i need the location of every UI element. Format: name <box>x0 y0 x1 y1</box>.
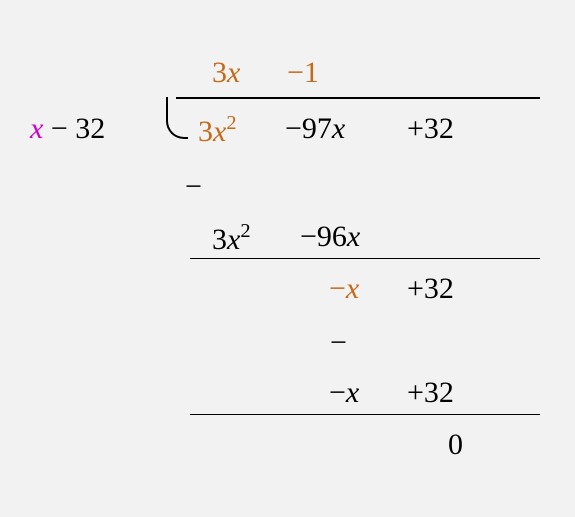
diff1-term-3: +32 <box>407 274 454 304</box>
step2-var-2: x <box>346 376 359 409</box>
divisor-rest: − 32 <box>43 112 105 145</box>
rule-2 <box>190 414 540 415</box>
remainder: 0 <box>448 430 463 460</box>
dividend-text-2: −97 <box>285 112 332 145</box>
step2-term-3: +32 <box>407 378 454 408</box>
step2-text-2: − <box>329 376 346 409</box>
diff1-var-2: x <box>346 272 359 305</box>
step1-term-2: −96x <box>300 222 360 252</box>
dividend-var-2: x <box>332 112 345 145</box>
divisor: x − 32 <box>30 114 105 144</box>
diff1-term-2: −x <box>329 274 359 304</box>
step1-var-1: x <box>227 223 240 256</box>
dividend-term-1: 3x2 <box>198 114 237 147</box>
step1-coef-1: 3 <box>212 223 227 256</box>
dividend-coef-1: 3 <box>198 115 213 148</box>
dividend-var-1: x <box>213 115 226 148</box>
step1-var-2: x <box>347 220 360 253</box>
minus-indicator-2: − <box>330 328 347 358</box>
step2-term-2: −x <box>329 378 359 408</box>
minus-indicator-1: − <box>185 172 202 202</box>
step1-sup-1: 2 <box>240 220 250 242</box>
division-top-rule <box>176 97 540 99</box>
dividend-term-3: +32 <box>407 114 454 144</box>
diff1-text-2: − <box>329 272 346 305</box>
division-bracket-corner <box>166 97 188 139</box>
quotient-term-2: −1 <box>287 58 319 88</box>
divisor-x: x <box>30 112 43 145</box>
quotient-var-1: x <box>227 56 240 89</box>
step1-term-1: 3x2 <box>212 222 251 255</box>
quotient-coef-1: 3 <box>212 56 227 89</box>
rule-1 <box>190 258 540 259</box>
step1-text-2: −96 <box>300 220 347 253</box>
dividend-sup-1: 2 <box>226 112 236 134</box>
dividend-term-2: −97x <box>285 114 345 144</box>
quotient-term-1: 3x <box>212 58 240 88</box>
